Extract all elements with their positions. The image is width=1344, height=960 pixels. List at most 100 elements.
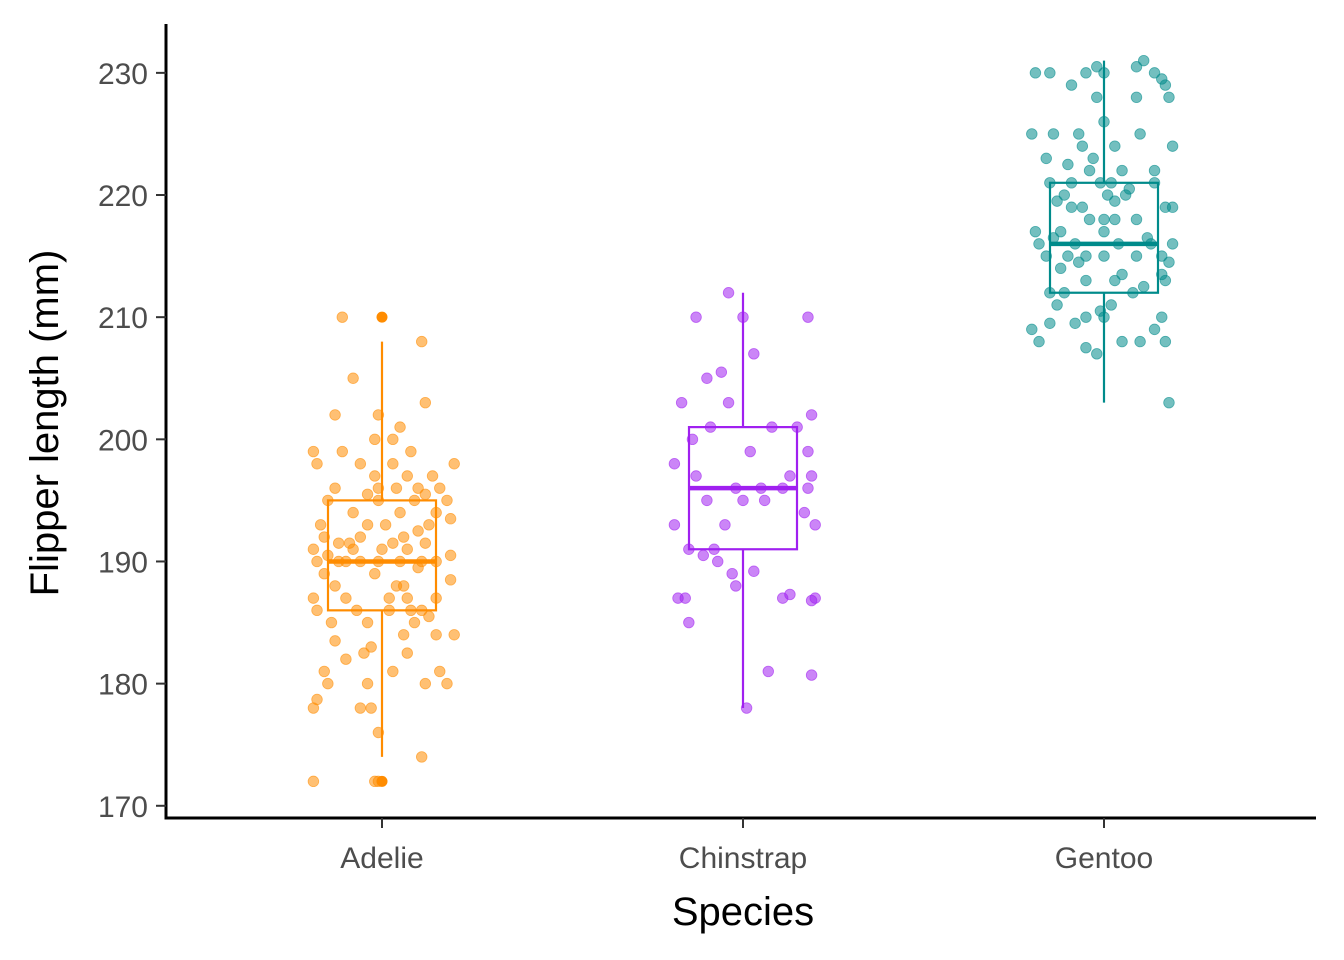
data-point bbox=[372, 555, 385, 568]
data-point bbox=[307, 592, 320, 604]
data-point bbox=[1073, 128, 1085, 140]
data-point bbox=[379, 519, 392, 531]
data-point bbox=[1040, 250, 1052, 262]
data-point bbox=[805, 594, 818, 607]
data-point bbox=[690, 470, 702, 482]
x-tick-label: Chinstrap bbox=[679, 842, 807, 875]
data-point bbox=[1080, 67, 1092, 79]
data-point bbox=[1029, 225, 1042, 238]
data-point bbox=[740, 702, 753, 714]
data-point bbox=[322, 677, 334, 690]
data-point bbox=[791, 421, 803, 433]
data-point bbox=[307, 543, 320, 555]
y-tick-label: 220 bbox=[98, 180, 148, 213]
data-point bbox=[1156, 73, 1168, 85]
data-point bbox=[307, 775, 320, 788]
data-point bbox=[762, 665, 774, 678]
data-point bbox=[722, 396, 735, 409]
y-axis-ticks: 170 180 190 200 210 220 230 bbox=[98, 58, 166, 824]
data-point bbox=[1109, 140, 1121, 152]
data-point bbox=[448, 458, 460, 470]
data-point bbox=[1109, 195, 1121, 207]
data-point bbox=[1087, 152, 1099, 165]
data-point bbox=[1098, 250, 1110, 262]
data-point bbox=[311, 555, 323, 568]
data-point bbox=[372, 726, 385, 739]
data-point bbox=[805, 409, 818, 421]
data-point bbox=[329, 580, 341, 592]
data-point bbox=[748, 565, 760, 577]
data-point bbox=[690, 311, 702, 323]
data-point bbox=[1156, 268, 1168, 281]
data-point bbox=[1112, 238, 1125, 250]
data-point bbox=[430, 592, 442, 604]
data-point bbox=[397, 629, 410, 641]
data-point bbox=[777, 482, 789, 494]
data-point bbox=[383, 592, 395, 604]
data-point bbox=[430, 629, 442, 641]
data-point bbox=[444, 513, 457, 525]
data-point bbox=[354, 531, 367, 543]
data-point bbox=[1069, 317, 1081, 329]
y-tick-label: 190 bbox=[98, 546, 148, 579]
data-point bbox=[1094, 177, 1107, 189]
data-point bbox=[361, 677, 374, 690]
data-point bbox=[1148, 67, 1161, 79]
data-point bbox=[1044, 67, 1056, 79]
data-point bbox=[329, 482, 341, 494]
data-point bbox=[1051, 195, 1063, 207]
data-point bbox=[802, 482, 814, 494]
data-point bbox=[1116, 164, 1128, 177]
data-point bbox=[798, 506, 811, 519]
y-axis-title: Flipper length (mm) bbox=[23, 250, 67, 597]
data-point bbox=[1080, 250, 1092, 262]
data-point bbox=[1098, 213, 1110, 226]
data-point bbox=[1033, 238, 1045, 250]
x-tick-label: Gentoo bbox=[1055, 842, 1153, 875]
data-point bbox=[408, 494, 421, 507]
data-point bbox=[722, 287, 735, 299]
data-point bbox=[372, 494, 385, 507]
data-point bbox=[1134, 128, 1146, 140]
data-point bbox=[361, 519, 374, 531]
data-point bbox=[1076, 201, 1089, 213]
data-point bbox=[1047, 232, 1060, 244]
data-point bbox=[1156, 250, 1168, 262]
data-point bbox=[441, 494, 453, 507]
data-point bbox=[361, 488, 374, 500]
data-point bbox=[419, 677, 432, 690]
y-tick-label: 170 bbox=[98, 791, 148, 824]
data-point bbox=[416, 604, 428, 617]
data-point bbox=[1166, 238, 1179, 250]
data-point bbox=[405, 604, 417, 617]
data-point bbox=[805, 669, 818, 681]
data-point bbox=[1156, 311, 1168, 323]
data-point bbox=[390, 482, 403, 494]
data-point bbox=[1148, 323, 1161, 336]
data-point bbox=[365, 702, 377, 714]
data-point bbox=[314, 519, 327, 531]
data-point bbox=[726, 567, 738, 580]
data-point bbox=[1083, 213, 1096, 226]
data-point bbox=[426, 470, 439, 482]
data-point bbox=[809, 519, 821, 531]
data-point bbox=[1098, 116, 1110, 128]
data-point bbox=[1094, 305, 1107, 317]
data-point bbox=[1105, 299, 1117, 311]
data-point bbox=[1130, 213, 1143, 226]
data-point bbox=[354, 702, 367, 714]
data-point bbox=[719, 519, 731, 531]
data-point bbox=[1138, 280, 1150, 293]
data-point bbox=[668, 458, 681, 470]
data-point bbox=[351, 604, 363, 617]
data-point bbox=[1058, 287, 1070, 299]
data-point bbox=[340, 653, 352, 665]
data-point bbox=[1091, 348, 1103, 360]
data-point bbox=[419, 537, 432, 549]
data-point bbox=[1054, 262, 1067, 275]
data-point bbox=[369, 567, 381, 580]
data-point bbox=[1141, 232, 1154, 244]
data-point bbox=[748, 348, 760, 360]
data-point bbox=[394, 506, 406, 519]
data-point bbox=[1130, 250, 1143, 262]
